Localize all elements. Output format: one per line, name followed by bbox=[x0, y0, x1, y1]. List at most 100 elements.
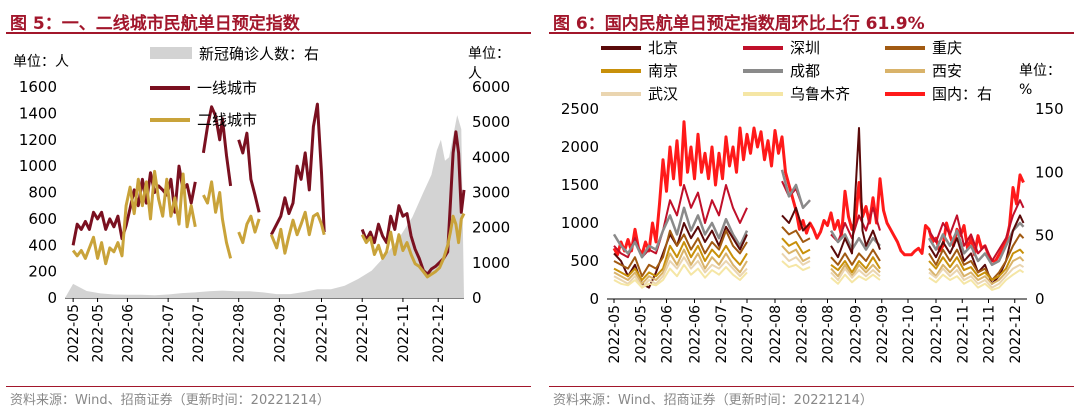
left-unit-label: 单位：人 bbox=[13, 54, 69, 70]
legend-label-乌鲁木齐: 乌鲁木齐 bbox=[790, 85, 850, 103]
x-tick-label: 2022-07 bbox=[161, 304, 177, 363]
series-line-二线城市 bbox=[202, 180, 233, 259]
legend-label-重庆: 重庆 bbox=[932, 39, 962, 57]
series-line-二线城市 bbox=[237, 214, 261, 245]
y-left-tick-label: 200 bbox=[28, 263, 57, 281]
x-tick-label: 2022-11 bbox=[955, 305, 971, 364]
x-tick-label: 2022-10 bbox=[355, 304, 371, 363]
right-unit-label-line2: % bbox=[1019, 82, 1032, 98]
legend-label-西安: 西安 bbox=[932, 62, 962, 80]
series-line-武汉 bbox=[928, 263, 1025, 289]
series-line-乌鲁木齐 bbox=[830, 273, 881, 285]
y-left-tick-label: 1500 bbox=[561, 176, 599, 194]
x-tick-label: 2022-05 bbox=[607, 305, 623, 364]
figure-6-chart: 0 500 1000 1500 2000 2500 0 50 100 150 2022-05 2022… bbox=[561, 39, 1064, 364]
x-tick-label: 2022-07 bbox=[191, 304, 207, 363]
figure-5-chart: 0 200 400 600 800 1000 1200 1400 1600 0 1000 2000 30… bbox=[13, 45, 510, 363]
series-line-重庆 bbox=[830, 248, 881, 266]
y-right-tick-label: 5000 bbox=[472, 113, 510, 131]
legend-swatch-新冠确诊人数-右 bbox=[150, 47, 192, 59]
figure-6-source-rule bbox=[549, 386, 1074, 387]
x-tick-label: 2022-06 bbox=[688, 305, 704, 364]
figure-5-source-rule bbox=[6, 386, 531, 387]
series-line-一线城市 bbox=[71, 164, 197, 246]
y-left-tick-label: 2000 bbox=[561, 138, 599, 156]
x-tick-label: 2022-08 bbox=[232, 304, 248, 363]
x-tick-label: 2022-05 bbox=[66, 304, 82, 363]
series-line-一线城市 bbox=[237, 131, 261, 213]
series-line-乌鲁木齐 bbox=[613, 263, 748, 289]
y-right-tick-label: 3000 bbox=[472, 184, 510, 202]
series-line-深圳 bbox=[928, 199, 1025, 262]
right-unit-label-line2: 人 bbox=[468, 66, 482, 82]
legend-label-深圳: 深圳 bbox=[790, 39, 820, 57]
series-line-成都 bbox=[829, 229, 881, 251]
y-right-tick-label: 100 bbox=[1035, 163, 1064, 181]
series-line-乌鲁木齐 bbox=[928, 269, 1025, 291]
series-line-一线城市 bbox=[269, 102, 326, 236]
series-line-重庆 bbox=[781, 226, 811, 243]
y-right-tick-label: 50 bbox=[1035, 227, 1054, 245]
series-line-成都 bbox=[780, 169, 811, 210]
y-left-tick-label: 600 bbox=[28, 210, 57, 228]
y-right-tick-label: 6000 bbox=[472, 78, 510, 96]
y-left-tick-label: 0 bbox=[47, 289, 57, 307]
x-tick-label: 2022-10 bbox=[929, 305, 945, 364]
y-right-tick-label: 4000 bbox=[472, 148, 510, 166]
x-tick-label: 2022-11 bbox=[396, 304, 412, 363]
series-line-西安 bbox=[830, 263, 881, 278]
right-unit-label-line1: 单位： bbox=[468, 46, 510, 62]
legend-label-武汉: 武汉 bbox=[648, 85, 678, 103]
x-tick-label: 2022-12 bbox=[431, 304, 447, 363]
series-area-新冠确诊人数-右 bbox=[65, 115, 464, 298]
series-line-二线城市 bbox=[269, 210, 326, 255]
series-line-二线城市 bbox=[360, 212, 466, 279]
y-left-tick-label: 0 bbox=[589, 290, 599, 308]
legend-label-新冠确诊人数-右: 新冠确诊人数：右 bbox=[199, 45, 319, 63]
x-tick-label: 2022-05 bbox=[633, 305, 649, 364]
figure-5-source: 资料来源：Wind、招商证券（更新时间：20221214） bbox=[10, 393, 330, 408]
y-right-tick-label: 1000 bbox=[472, 254, 510, 272]
figure-5-title-rule bbox=[6, 32, 531, 34]
x-tick-label: 2022-06 bbox=[120, 304, 136, 363]
x-tick-label: 2022-10 bbox=[901, 305, 917, 364]
y-left-tick-label: 800 bbox=[28, 184, 57, 202]
y-left-tick-label: 1000 bbox=[19, 157, 57, 175]
legend-label-国内-右: 国内：右 bbox=[932, 85, 992, 103]
series-line-武汉 bbox=[781, 252, 811, 266]
series-line-深圳 bbox=[613, 184, 748, 259]
series-line-西安 bbox=[613, 248, 748, 285]
x-tick-label: 2022-12 bbox=[1008, 305, 1024, 364]
y-left-tick-label: 1000 bbox=[561, 214, 599, 232]
x-tick-label: 2022-09 bbox=[272, 304, 288, 363]
series-line-一线城市 bbox=[201, 105, 233, 187]
y-right-tick-label: 150 bbox=[1035, 100, 1064, 118]
series-line-北京 bbox=[613, 222, 748, 289]
x-tick-label: 2022-05 bbox=[91, 304, 107, 363]
figure-5-title: 图 5：一、二线城市民航单日预定指数 bbox=[10, 14, 300, 34]
legend-label-成都: 成都 bbox=[790, 62, 820, 80]
figure-6-source: 资料来源：Wind、招商证券（更新时间：20221214） bbox=[553, 393, 873, 408]
series-line-西安 bbox=[781, 245, 811, 262]
series-line-成都 bbox=[612, 206, 749, 259]
legend-label-南京: 南京 bbox=[648, 62, 678, 80]
y-right-tick-label: 0 bbox=[1035, 290, 1045, 308]
series-line-乌鲁木齐 bbox=[781, 260, 811, 272]
y-right-tick-label: 2000 bbox=[472, 219, 510, 237]
legend-label-北京: 北京 bbox=[648, 39, 678, 57]
figure-6-panel: 图 6：国内民航单日预定指数周环比上行 61.9% 0 500 1000 1500 20… bbox=[549, 0, 1074, 415]
x-tick-label: 2022-10 bbox=[315, 304, 331, 363]
x-tick-label: 2022-07 bbox=[740, 305, 756, 364]
series-line-南京 bbox=[928, 248, 1025, 281]
series-line-南京 bbox=[613, 241, 748, 281]
series-line-一线城市 bbox=[360, 130, 466, 276]
series-line-成都 bbox=[927, 221, 1025, 267]
series-line-重庆 bbox=[613, 229, 748, 278]
x-tick-label: 2022-08 bbox=[821, 305, 837, 364]
y-left-tick-label: 400 bbox=[28, 236, 57, 254]
x-tick-label: 2022-09 bbox=[875, 305, 891, 364]
legend-label-一线城市: 一线城市 bbox=[197, 79, 257, 97]
y-left-tick-label: 1200 bbox=[19, 131, 57, 149]
figure-6-title: 图 6：国内民航单日预定指数周环比上行 61.9% bbox=[553, 14, 925, 34]
y-left-tick-label: 2500 bbox=[561, 100, 599, 118]
